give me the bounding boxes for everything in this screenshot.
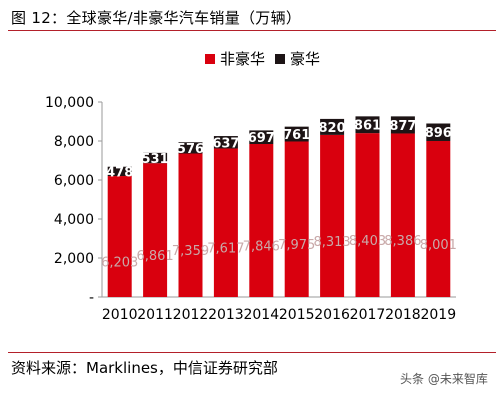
data-label-luxury: 478 bbox=[106, 165, 133, 180]
y-tick-label: - bbox=[89, 290, 94, 306]
bar-non-luxury bbox=[426, 140, 451, 297]
chart: 非豪华 豪华 - 2,000 4,000 6,000 8,000 10,000 478 6,203… bbox=[0, 40, 504, 340]
bar-non-luxury bbox=[107, 176, 132, 297]
bar-luxury bbox=[249, 130, 274, 145]
bar-luxury bbox=[390, 116, 415, 134]
stacked-bar-chart: 非豪华 豪华 - 2,000 4,000 6,000 8,000 10,000 478 6,203… bbox=[45, 50, 457, 323]
data-label-non-luxury: 8,386 bbox=[384, 234, 421, 249]
data-label-luxury: 877 bbox=[389, 119, 416, 134]
bar-non-luxury bbox=[213, 148, 238, 297]
bar-luxury bbox=[178, 142, 203, 154]
bar-non-luxury bbox=[320, 134, 345, 297]
data-label-non-luxury: 7,975 bbox=[278, 238, 315, 253]
y-tick-label: 10,000 bbox=[45, 95, 94, 111]
data-label-luxury: 896 bbox=[425, 126, 452, 141]
data-label-non-luxury: 7,617 bbox=[207, 242, 244, 257]
y-tick-label: 2,000 bbox=[54, 251, 94, 267]
data-label-luxury: 861 bbox=[354, 119, 381, 134]
data-label-non-luxury: 8,001 bbox=[420, 238, 457, 253]
chart-title: 图 12：全球豪华/非豪华汽车销量（万辆） bbox=[11, 9, 302, 27]
bar-luxury bbox=[320, 118, 345, 135]
legend-label-luxury: 豪华 bbox=[290, 50, 320, 68]
y-tick-label: 8,000 bbox=[54, 134, 94, 150]
x-tick-label: 2013 bbox=[208, 307, 244, 323]
data-label-luxury: 697 bbox=[248, 131, 275, 146]
bar-non-luxury bbox=[284, 141, 309, 297]
source-note: 资料来源：Marklines，中信证券研究部 bbox=[11, 359, 278, 377]
data-label-non-luxury: 6,861 bbox=[136, 249, 173, 264]
top-divider bbox=[8, 30, 496, 31]
bottom-divider bbox=[8, 352, 496, 353]
data-label-luxury: 576 bbox=[177, 142, 204, 157]
bar-luxury bbox=[426, 123, 451, 141]
bar-non-luxury bbox=[355, 133, 380, 297]
watermark: 头条 @未来智库 bbox=[400, 372, 488, 386]
data-label-non-luxury: 7,359 bbox=[172, 244, 209, 259]
bar-non-luxury bbox=[390, 133, 415, 297]
y-tick-label: 4,000 bbox=[54, 212, 94, 228]
x-tick-label: 2011 bbox=[137, 307, 173, 323]
legend-swatch-non-luxury bbox=[205, 54, 215, 64]
y-tick-label: 6,000 bbox=[54, 173, 94, 189]
x-tick-label: 2017 bbox=[350, 307, 386, 323]
data-label-non-luxury: 8,313 bbox=[313, 235, 350, 250]
bar-luxury bbox=[213, 136, 238, 149]
bar-luxury bbox=[355, 116, 380, 134]
data-label-luxury: 637 bbox=[212, 136, 239, 151]
x-tick-label: 2016 bbox=[314, 307, 350, 323]
bar-non-luxury bbox=[143, 163, 168, 297]
bar-luxury bbox=[107, 166, 132, 177]
data-label-luxury: 820 bbox=[319, 121, 346, 136]
legend-swatch-luxury bbox=[275, 54, 285, 64]
x-tick-label: 2010 bbox=[102, 307, 138, 323]
data-label-non-luxury: 7,846 bbox=[243, 240, 280, 255]
bar-non-luxury bbox=[249, 144, 274, 297]
x-tick-label: 2015 bbox=[279, 307, 315, 323]
bar-non-luxury bbox=[178, 153, 203, 297]
x-tick-label: 2012 bbox=[173, 307, 209, 323]
legend-label-non-luxury: 非豪华 bbox=[220, 50, 265, 68]
data-label-luxury: 761 bbox=[283, 128, 310, 143]
x-tick-label: 2018 bbox=[385, 307, 421, 323]
x-tick-label: 2014 bbox=[243, 307, 279, 323]
bar-luxury bbox=[143, 152, 168, 164]
data-label-luxury: 531 bbox=[142, 152, 169, 167]
data-label-non-luxury: 8,403 bbox=[349, 234, 386, 249]
x-tick-label: 2019 bbox=[420, 307, 456, 323]
data-label-non-luxury: 6,203 bbox=[101, 256, 138, 271]
bar-luxury bbox=[284, 126, 309, 142]
